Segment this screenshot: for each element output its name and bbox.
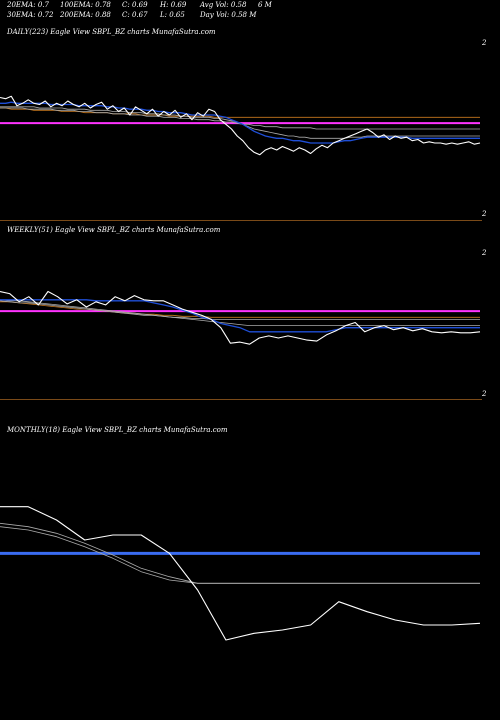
daily-axis-bottom-label: 2 [482, 210, 487, 218]
monthly-ema30-line [0, 522, 480, 584]
daily-price-line [0, 95, 481, 156]
header-20ema: 20EMA: 0.7 [7, 1, 49, 9]
weekly-separator [0, 399, 482, 400]
header-avg-vol-unit: 6 M [258, 1, 272, 9]
weekly-axis-bottom-label: 2 [482, 390, 487, 398]
header-close-2: C: 0.67 [122, 11, 148, 19]
daily-separator [0, 220, 482, 221]
header-high: H: 0.69 [160, 1, 187, 9]
weekly-ema100-line [0, 300, 480, 320]
weekly-ema30-line [0, 299, 480, 327]
weekly-ema20-line [0, 299, 480, 333]
header-close: C: 0.69 [122, 1, 148, 9]
daily-panel-label: DAILY(223) Eagle View SBPL_BZ charts Mun… [7, 28, 216, 36]
monthly-ema100-line [0, 526, 480, 584]
header-200ema: 200EMA: 0.88 [60, 11, 111, 19]
header-100ema: 100EMA: 0.78 [60, 1, 111, 9]
header-day-vol: Day Vol: 0.58 M [200, 11, 257, 19]
daily-axis-top-label: 2 [482, 39, 487, 47]
header-low: L: 0.65 [160, 11, 185, 19]
daily-plot [0, 95, 481, 156]
weekly-ema200-line [0, 301, 480, 318]
weekly-axis-top-label: 2 [482, 249, 487, 257]
monthly-panel-label: MONTHLY(18) Eagle View SBPL_BZ charts Mu… [7, 426, 228, 434]
header-avg-vol: Avg Vol: 0.58 [200, 1, 247, 9]
header-30ema: 30EMA: 0.72 [7, 11, 54, 19]
monthly-price-line [0, 506, 481, 641]
weekly-plot [0, 290, 481, 345]
weekly-price-line [0, 290, 481, 345]
monthly-plot [0, 506, 481, 641]
weekly-panel-label: WEEKLY(51) Eagle View SBPL_BZ charts Mun… [7, 226, 221, 234]
